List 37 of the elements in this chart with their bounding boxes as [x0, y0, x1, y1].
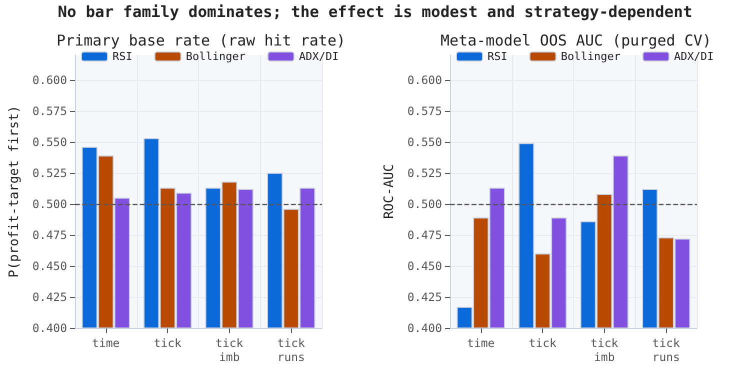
chart-title: Meta-model OOS AUC (purged CV) — [440, 32, 712, 50]
y-tick-label: 0.550 — [407, 134, 442, 149]
y-tick-label: 0.575 — [407, 104, 442, 118]
x-tick-label: time — [467, 336, 495, 350]
x-tick-label: tick imb — [590, 336, 618, 364]
y-tick-label: 0.425 — [407, 290, 442, 304]
x-tick-label: tick runs — [652, 336, 680, 364]
y-tick-label: 0.500 — [32, 196, 68, 211]
x-tick-label: tick — [154, 336, 182, 350]
x-tick-label: tick — [528, 336, 557, 350]
y-tick-label: 0.475 — [407, 228, 442, 242]
x-tick-label: tick imb — [216, 336, 244, 364]
y-tick-label: 0.600 — [32, 72, 68, 87]
text: No bar family dominates; the effect is modest and strategy-dependent — [56, 3, 694, 21]
legend-label: ADX/DI — [298, 50, 339, 63]
chart-title: Primary base rate (raw hit rate) — [56, 32, 346, 50]
y-tick-label: 0.450 — [407, 258, 442, 273]
y-tick-label: 0.400 — [407, 321, 442, 335]
y-tick-label: 0.600 — [407, 72, 442, 87]
x-tick-label: tick runs — [277, 336, 306, 364]
legend-label: RSI — [112, 50, 132, 63]
x-tick-label: time — [92, 336, 120, 350]
legend-label: ADX/DI — [674, 50, 714, 63]
y-tick-label: 0.550 — [32, 134, 68, 149]
y-tick-label: 0.525 — [407, 166, 442, 180]
y-tick-label: 0.450 — [32, 258, 68, 273]
y-axis-title: ROC-AUC — [382, 164, 397, 219]
y-tick-label: 0.400 — [32, 321, 68, 335]
legend-label: Bollinger — [186, 50, 246, 63]
y-tick-label: 0.475 — [32, 228, 67, 242]
y-tick-label: 0.575 — [32, 104, 67, 118]
y-axis-title: P(profit-target first) — [7, 105, 22, 278]
legend-label: RSI — [488, 50, 508, 63]
y-tick-label: 0.425 — [32, 290, 67, 304]
y-tick-label: 0.525 — [32, 166, 67, 180]
legend-label: Bollinger — [560, 50, 621, 63]
y-tick-label: 0.500 — [407, 196, 442, 211]
